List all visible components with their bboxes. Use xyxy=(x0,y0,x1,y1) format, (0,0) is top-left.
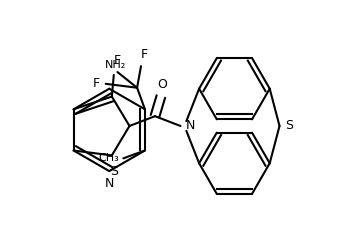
Text: NH₂: NH₂ xyxy=(105,60,126,70)
Text: F: F xyxy=(114,54,121,67)
Text: O: O xyxy=(157,78,167,91)
Text: CH₃: CH₃ xyxy=(99,153,119,163)
Text: N: N xyxy=(104,177,114,190)
Text: N: N xyxy=(185,120,195,132)
Text: S: S xyxy=(110,165,118,178)
Text: S: S xyxy=(285,120,293,132)
Text: F: F xyxy=(93,77,100,90)
Text: F: F xyxy=(140,48,147,61)
